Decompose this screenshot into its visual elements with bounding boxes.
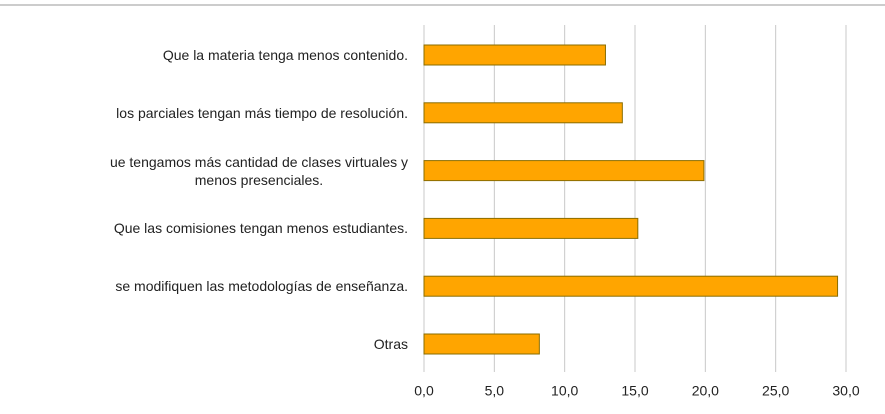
y-tick-label: los parciales tengan más tiempo de resol…	[116, 104, 408, 121]
x-tick-label: 10,0	[551, 383, 578, 399]
bar	[423, 275, 839, 297]
y-tick-label: Que la materia tenga menos contenido.	[162, 47, 408, 63]
bar	[423, 160, 705, 182]
x-tick-label: 5,0	[485, 383, 505, 399]
x-tick-label: 15,0	[621, 383, 648, 399]
y-tick-label: Que las comisiones tengan menos estudian…	[113, 220, 408, 237]
bar	[423, 217, 639, 239]
y-tick-label: se modifiquen las metodologías de enseña…	[115, 278, 408, 295]
y-tick-label: ue tengamos más cantidad de clases virtu…	[109, 153, 408, 188]
x-tick-label: 25,0	[762, 383, 789, 399]
x-tick-label: 0,0	[414, 383, 434, 399]
x-tick-label: 30,0	[832, 383, 859, 399]
bar	[423, 102, 623, 124]
y-tick-label: Otras	[373, 336, 408, 352]
bar	[423, 44, 606, 66]
bar	[423, 333, 540, 355]
x-tick-label: 20,0	[692, 383, 719, 399]
